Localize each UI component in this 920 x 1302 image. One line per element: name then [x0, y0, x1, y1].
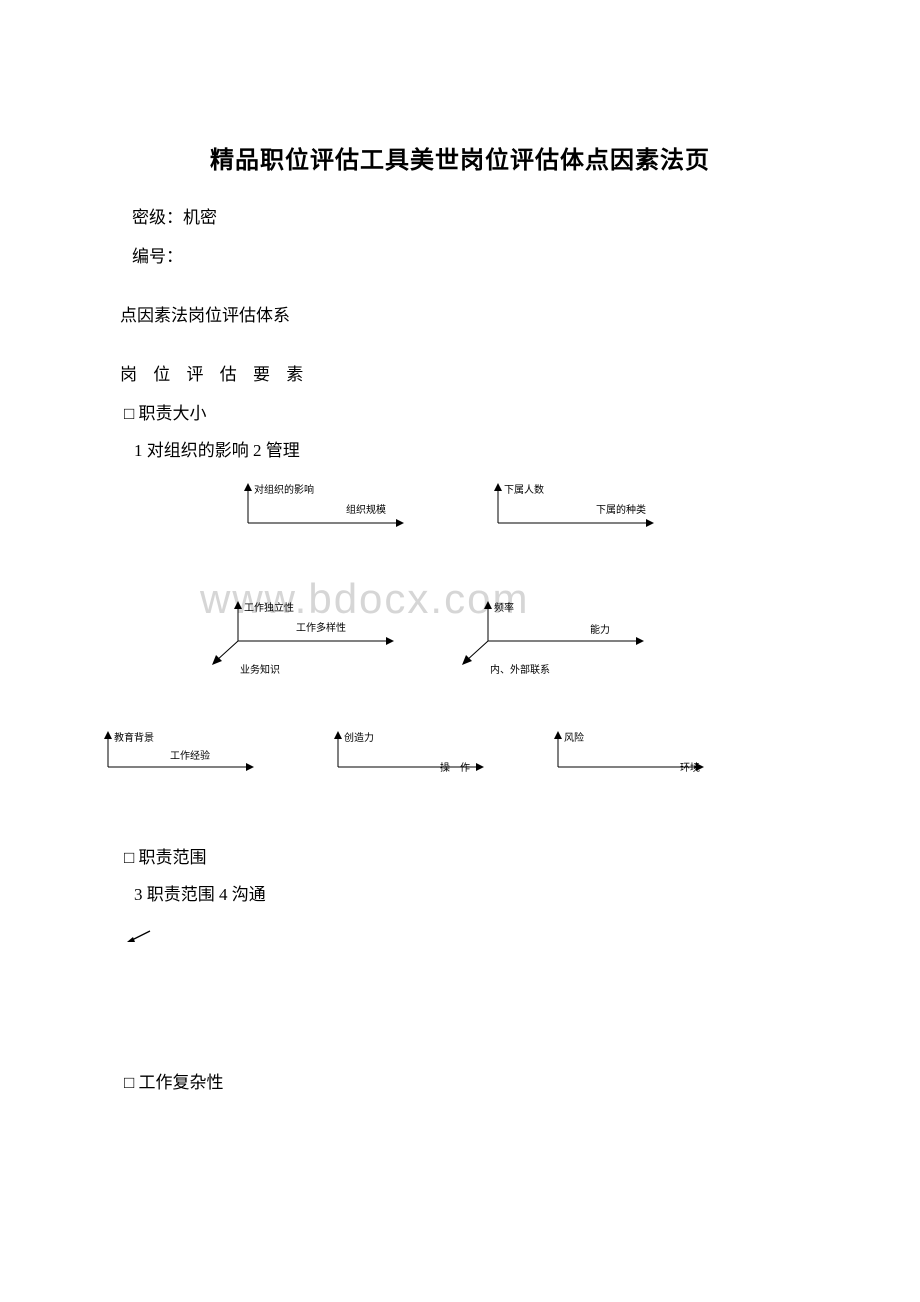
bullet-1: □ 职责大小 — [120, 399, 800, 424]
axis-ylabel: 教育背景 — [114, 729, 154, 744]
axis-ylabel: 频率 — [494, 599, 514, 614]
sub-2: 3 职责范围 4 沟通 — [120, 880, 800, 905]
number-line: 编号： — [120, 242, 800, 267]
bullet-2: □ 职责范围 — [120, 843, 800, 868]
axis-r3c2: 创造力 操 作 — [330, 727, 490, 775]
axis-r3c1: 教育背景 工作经验 — [100, 727, 260, 775]
axis-xlabel: 操 作 — [440, 759, 470, 774]
axis-r2c1: 工作独立性 工作多样性 业务知识 — [210, 597, 400, 673]
axis-r1c1: 对组织的影响 组织规模 — [240, 479, 410, 531]
axis-ylabel: 对组织的影响 — [254, 481, 314, 496]
axis-ylabel: 风险 — [564, 729, 584, 744]
axis-svg-icon — [460, 597, 650, 673]
axis-zlabel: 内、外部联系 — [490, 661, 550, 676]
axis-xlabel: 组织规模 — [346, 501, 386, 516]
axis-xlabel: 能力 — [590, 621, 610, 636]
axis-ylabel: 工作独立性 — [244, 599, 294, 614]
axis-r1c2: 下属人数 下属的种类 — [490, 479, 660, 531]
axis-xlabel: 下属的种类 — [596, 501, 646, 516]
diagonal-arrow-icon — [126, 929, 152, 943]
bullet-3: □ 工作复杂性 — [120, 1068, 800, 1093]
axis-r2c2: 频率 能力 内、外部联系 — [460, 597, 650, 673]
page-title: 精品职位评估工具美世岗位评估体点因素法页 — [120, 140, 800, 175]
axis-svg-icon — [210, 597, 400, 673]
axis-r3c3: 风险 环境 — [550, 727, 710, 775]
axis-xlabel: 环境 — [680, 759, 700, 774]
axis-ylabel: 创造力 — [344, 729, 374, 744]
axis-ylabel: 下属人数 — [504, 481, 544, 496]
sub-1: 1 对组织的影响 2 管理 — [120, 436, 800, 461]
axis-zlabel: 业务知识 — [240, 661, 280, 676]
diagram-area: www.bdocx.com 对组织的影响 组织规模 下属人数 下属的种类 — [120, 479, 800, 799]
secrecy-line: 密级：机密 — [120, 203, 800, 228]
axis-xlabel: 工作多样性 — [296, 619, 346, 634]
section-head: 岗 位 评 估 要 素 — [120, 360, 800, 385]
axis-xlabel: 工作经验 — [170, 747, 210, 762]
subtitle: 点因素法岗位评估体系 — [120, 301, 800, 326]
